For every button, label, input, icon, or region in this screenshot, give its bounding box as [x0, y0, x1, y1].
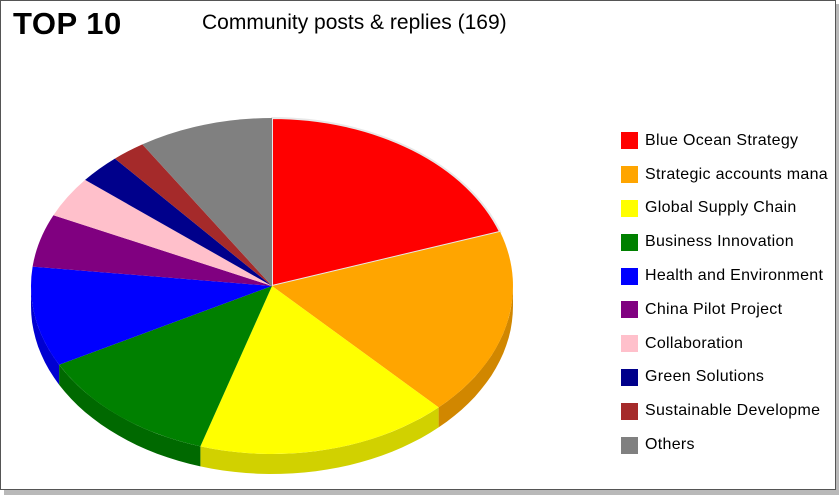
- legend-label: China Pilot Project: [645, 300, 783, 318]
- legend-label: Business Innovation: [645, 233, 794, 251]
- legend-swatch: [621, 199, 638, 217]
- legend-swatch: [621, 233, 638, 251]
- legend-label: Collaboration: [645, 334, 744, 352]
- legend-swatch: [621, 368, 638, 386]
- pie-slice-business-innovation: [59, 286, 272, 447]
- legend-item-business-innovation: Business Innovation: [621, 225, 836, 259]
- top-10-badge: TOP 10: [13, 6, 122, 41]
- pie-side-4: [59, 364, 201, 467]
- pie-slice-blue-ocean-strategy: [271, 116, 502, 288]
- legend-item-collaboration: Collaboration: [621, 327, 836, 361]
- pie-slice-collaboration: [53, 179, 273, 286]
- legend-swatch: [621, 335, 638, 353]
- legend-item-global-supply-chain: Global Supply Chain: [621, 192, 836, 226]
- legend-label: Strategic accounts mana: [645, 165, 828, 183]
- legend-label: Blue Ocean Strategy: [645, 131, 799, 149]
- legend-item-health-and-environment: Health and Environment: [621, 259, 836, 293]
- pie-slice-green-solutions: [85, 158, 272, 286]
- legend-label: Others: [645, 436, 695, 454]
- legend-item-green-solutions: Green Solutions: [621, 361, 836, 395]
- pie-side-3: [200, 407, 439, 474]
- frame-shadow-bottom: [4, 490, 839, 495]
- legend-item-blue-ocean-strategy: Blue Ocean Strategy: [621, 124, 836, 158]
- legend-swatch: [621, 402, 638, 420]
- legend-swatch: [621, 267, 638, 285]
- chart-legend: Blue Ocean Strategy Strategic accounts ma…: [621, 124, 836, 462]
- pie-slice-global-supply-chain: [200, 286, 439, 454]
- legend-swatch: [621, 436, 638, 454]
- legend-item-strategic-accounts-mana: Strategic accounts mana: [621, 158, 836, 192]
- legend-item-sustainable-developme: Sustainable Developme: [621, 394, 836, 428]
- chart-title: Community posts & replies (169): [202, 11, 507, 34]
- legend-swatch: [621, 166, 638, 184]
- legend-label: Health and Environment: [645, 267, 824, 285]
- legend-swatch: [621, 132, 638, 150]
- legend-swatch: [621, 301, 638, 319]
- pie-slice-health-and-environment: [30, 266, 272, 365]
- legend-item-others: Others: [621, 428, 836, 462]
- pie-slice-china-pilot-project: [32, 215, 272, 286]
- legend-label: Global Supply Chain: [645, 199, 797, 217]
- pie-side-5: [31, 286, 60, 385]
- pie-side-2: [438, 286, 513, 428]
- frame-shadow-right: [836, 4, 839, 495]
- pie-slice-sustainable-developme: [114, 144, 272, 286]
- pie-slice-others: [142, 118, 272, 286]
- pie-slices: [30, 116, 513, 454]
- legend-item-china-pilot-project: China Pilot Project: [621, 293, 836, 327]
- legend-label: Green Solutions: [645, 368, 765, 386]
- pie-slice-strategic-accounts-mana: [272, 231, 513, 408]
- pie-side-walls: [31, 286, 513, 474]
- legend-label: Sustainable Developme: [645, 402, 821, 420]
